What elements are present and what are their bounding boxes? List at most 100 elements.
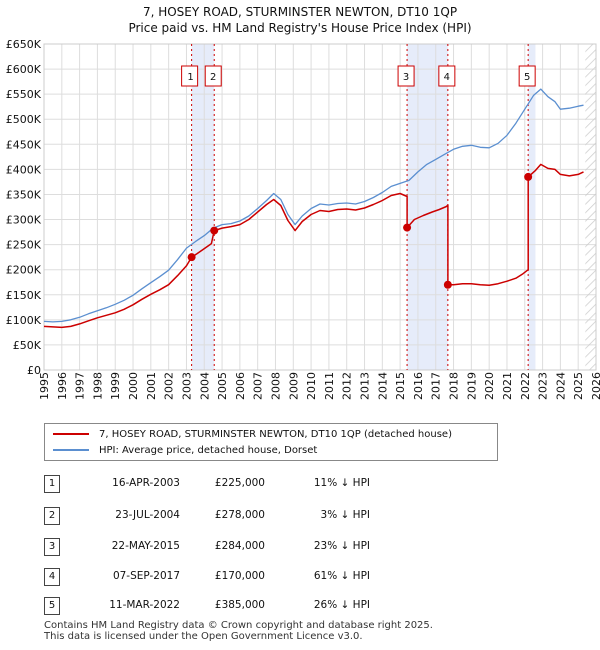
sale-marker-label: 1 (187, 72, 193, 83)
sale-marker-box (397, 65, 415, 87)
transaction-hpi-diff: 11% ↓ HPI (313, 477, 370, 489)
table-row: 5 11-MAR-2022 £385,000 26% ↓ HPI (0, 597, 600, 617)
transaction-date: 07-SEP-2017 (112, 570, 180, 582)
y-tick-label: £300K (6, 214, 42, 227)
sale-period-band (528, 44, 536, 370)
legend-item-hpi: HPI: Average price, detached house, Dors… (53, 444, 317, 458)
sale-point (210, 226, 219, 235)
x-tick-label: 2008 (269, 372, 282, 400)
y-tick-label: £450K (6, 138, 42, 151)
transaction-date: 23-JUL-2004 (115, 509, 180, 521)
table-row: 4 07-SEP-2017 £170,000 61% ↓ HPI (0, 568, 600, 588)
x-tick-label: 2000 (127, 372, 140, 400)
footer-copyright: Contains HM Land Registry data © Crown c… (44, 620, 433, 631)
x-tick-label: 2006 (234, 372, 247, 400)
y-tick-label: £350K (6, 188, 42, 201)
property-price-line (43, 163, 584, 329)
y-tick-label: £550K (6, 88, 42, 101)
y-tick-label: £0 (27, 364, 41, 377)
y-tick-label: £250K (6, 239, 42, 252)
x-tick-label: 2015 (394, 372, 407, 400)
table-row: 3 22-MAY-2015 £284,000 23% ↓ HPI (0, 538, 600, 558)
price-chart: 1 2 3 4 5 £0 £50K £100K £150K £200K £250K £300K £35… (6, 38, 600, 400)
transaction-hpi-diff: 26% ↓ HPI (313, 599, 370, 611)
transaction-price: £225,000 (214, 477, 265, 489)
transaction-number: 2 (44, 507, 60, 525)
x-tick-label: 2019 (465, 372, 478, 400)
x-tick-label: 2012 (341, 372, 354, 400)
y-tick-label: £500K (6, 113, 42, 126)
transaction-hpi-diff: 3% ↓ HPI (320, 509, 370, 521)
x-tick-label: 2018 (448, 372, 461, 400)
sale-period-band (191, 44, 215, 370)
y-tick-label: £600K (6, 63, 42, 76)
x-tick-label: 2011 (323, 372, 336, 400)
transaction-price: £284,000 (214, 540, 265, 552)
sale-marker-label: 3 (403, 72, 409, 83)
sale-marker-box (181, 65, 199, 87)
legend-swatch-property (53, 433, 89, 435)
plot-frame (43, 43, 597, 371)
x-tick-label: 2013 (359, 372, 372, 400)
legend-label-hpi: HPI: Average price, detached house, Dors… (99, 445, 318, 456)
transaction-price: £170,000 (214, 570, 265, 582)
x-tick-label: 2014 (376, 372, 389, 400)
y-tick-label: £50K (13, 339, 42, 352)
x-tick-label: 2005 (216, 372, 229, 400)
sale-marker-label: 4 (444, 72, 450, 83)
x-tick-label: 2023 (537, 372, 550, 400)
transaction-number: 3 (44, 538, 60, 556)
sale-point (403, 223, 412, 232)
chart-legend: 7, HOSEY ROAD, STURMINSTER NEWTON, DT10 … (44, 423, 498, 461)
x-tick-label: 2002 (163, 372, 176, 400)
x-tick-label: 2010 (305, 372, 318, 400)
transaction-date: 11-MAR-2022 (109, 599, 180, 611)
y-tick-label: £650K (6, 38, 42, 51)
sale-marker-label: 2 (210, 72, 216, 83)
y-tick-label: £200K (6, 264, 42, 277)
x-tick-label: 1996 (56, 372, 69, 400)
x-tick-label: 1998 (91, 372, 104, 400)
table-row: 1 16-APR-2003 £225,000 11% ↓ HPI (0, 475, 600, 495)
x-tick-label: 2025 (572, 372, 585, 400)
sale-point (524, 172, 533, 181)
sale-marker-box (438, 65, 456, 87)
sale-point (187, 253, 196, 262)
hpi-line (43, 88, 584, 323)
y-tick-label: £400K (6, 163, 42, 176)
footer-licence: This data is licensed under the Open Gov… (44, 631, 363, 642)
legend-item-property: 7, HOSEY ROAD, STURMINSTER NEWTON, DT10 … (53, 428, 452, 442)
transaction-date: 22-MAY-2015 (111, 540, 180, 552)
y-tick-label: £100K (6, 314, 42, 327)
transaction-price: £385,000 (214, 599, 265, 611)
x-tick-label: 2026 (590, 372, 600, 400)
x-tick-label: 2022 (519, 372, 532, 400)
x-tick-label: 2024 (554, 372, 567, 400)
x-tick-label: 2020 (483, 372, 496, 400)
legend-swatch-hpi (53, 449, 89, 451)
legend-label-property: 7, HOSEY ROAD, STURMINSTER NEWTON, DT10 … (99, 429, 452, 440)
transaction-hpi-diff: 61% ↓ HPI (313, 570, 370, 582)
sale-point (443, 280, 452, 289)
sale-period-band (407, 44, 448, 370)
x-tick-label: 1999 (109, 372, 122, 400)
x-tick-label: 2007 (252, 372, 265, 400)
x-tick-label: 2016 (412, 372, 425, 400)
x-tick-label: 1997 (74, 372, 87, 400)
sale-marker-box (518, 65, 536, 87)
table-row: 2 23-JUL-2004 £278,000 3% ↓ HPI (0, 507, 600, 527)
sale-marker-box (204, 65, 222, 87)
chart-subtitle: Price paid vs. HM Land Registry's House … (128, 21, 472, 35)
x-tick-label: 2009 (287, 372, 300, 400)
x-tick-label: 2003 (180, 372, 193, 400)
transaction-number: 4 (44, 568, 60, 586)
x-tick-label: 2021 (501, 372, 514, 400)
sale-marker-label: 5 (524, 72, 530, 83)
transaction-number: 1 (44, 475, 60, 493)
x-tick-label: 2017 (430, 372, 443, 400)
x-tick-label: 2001 (145, 372, 158, 400)
forecast-hatch (585, 44, 596, 370)
transaction-price: £278,000 (214, 509, 265, 521)
chart-title: 7, HOSEY ROAD, STURMINSTER NEWTON, DT10 … (142, 5, 458, 19)
x-tick-label: 1995 (38, 372, 51, 400)
